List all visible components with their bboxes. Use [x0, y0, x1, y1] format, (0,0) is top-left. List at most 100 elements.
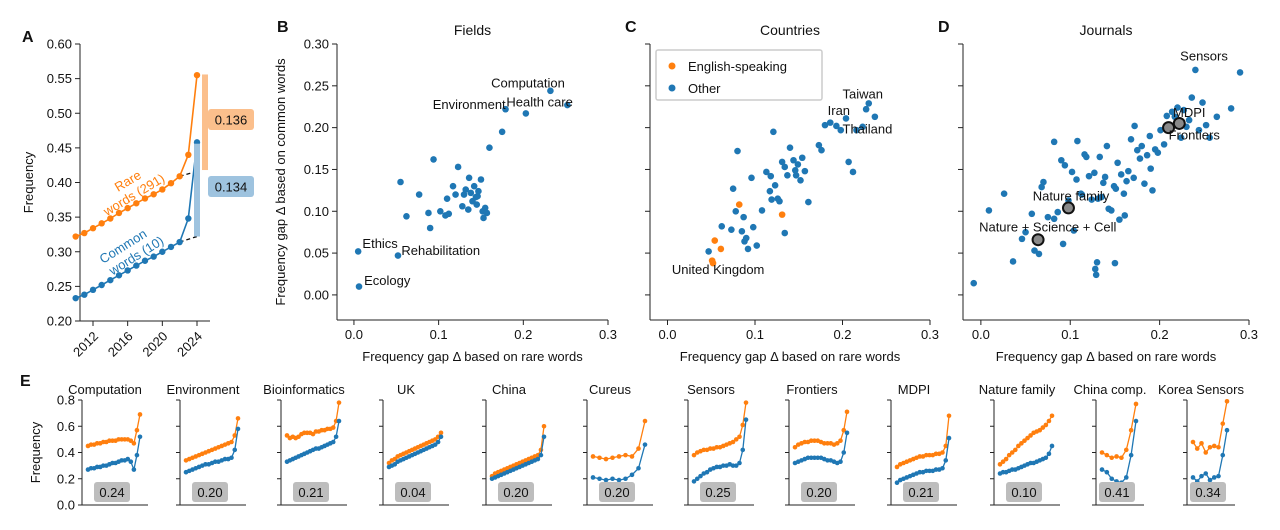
panel-e-point-rare	[691, 452, 697, 458]
panel-d-point	[1074, 137, 1081, 145]
panel-a-xtick-label: 2016	[105, 329, 136, 360]
panel-e-point-rare	[616, 454, 622, 459]
panel-c-point-other	[865, 100, 873, 107]
panel-d-point	[1168, 108, 1176, 116]
panel-c-point-english	[711, 237, 719, 244]
panel-e-gap-label-9: 0.10	[1011, 485, 1036, 500]
panel-e-point-rare	[1006, 452, 1012, 458]
panel-e-gap-bg-11	[1190, 482, 1226, 502]
panel-e-point-common	[743, 417, 749, 422]
panel-d-point	[1050, 215, 1058, 223]
panel-e-point-rare	[743, 400, 749, 405]
panel-e-point-common	[1099, 467, 1105, 472]
panel-e-point-common	[535, 456, 541, 462]
panel-e-point-rare	[701, 447, 707, 453]
panel-d-point	[1127, 136, 1135, 143]
panel-e-point-common	[1190, 475, 1196, 480]
panel-b-point	[354, 248, 362, 255]
panel-d-annotation: Nature family	[1033, 188, 1110, 203]
panel-d-point	[1180, 106, 1188, 114]
panel-d-point	[1114, 159, 1121, 167]
panel-e-point-rare	[730, 439, 736, 445]
panel-b-point	[474, 192, 481, 200]
panel-c-point-other	[842, 115, 850, 122]
panel-d-point	[1160, 141, 1168, 148]
panel-e-point-common	[333, 434, 339, 440]
panel-e-point-rare	[1133, 401, 1139, 407]
panel-b-point	[475, 187, 482, 195]
panel-e-point-rare	[927, 452, 932, 458]
panel-d-point	[1236, 69, 1244, 76]
panel-a-point	[159, 248, 166, 255]
panel-e-point-rare	[821, 441, 827, 446]
panel-b-annotation: Ethics	[362, 236, 398, 251]
panel-e-point-rare	[131, 441, 137, 446]
panel-d-point	[1061, 161, 1069, 169]
panel-e-point-rare	[1104, 452, 1110, 458]
panel-b-point	[394, 252, 402, 259]
panel-b-annotation: Environment	[433, 97, 506, 112]
panel-e-point-common	[1049, 443, 1055, 449]
panel-e-title-5: Cureus	[589, 382, 631, 397]
panel-d-highlight-point	[1061, 201, 1075, 215]
panel-a-point	[124, 267, 131, 274]
panel-d-xlabel: Frequency gap Δ based on rare words	[996, 349, 1217, 364]
panel-d-annotation: Sensors	[1180, 49, 1228, 64]
panel-c-point-other	[742, 234, 750, 242]
panel-e-point-common	[825, 458, 830, 463]
panel-e-point-rare	[636, 446, 641, 451]
panel-d-point	[970, 279, 978, 287]
panel-e-point-common	[1128, 452, 1134, 458]
panel-e-gap-label-10: 0.41	[1104, 485, 1129, 500]
panel-e-point-rare	[1046, 418, 1052, 424]
panel-e-point-rare	[812, 438, 817, 443]
panel-b-point	[481, 204, 489, 212]
panel-b-point	[462, 186, 470, 193]
panel-e-point-rare	[603, 456, 609, 462]
panel-e-title-3: UK	[397, 382, 415, 397]
panel-b-point	[430, 156, 437, 163]
panel-d-point	[1131, 122, 1138, 130]
panel-e-point-common	[1211, 475, 1217, 480]
panel-c-point-other	[821, 121, 829, 129]
panel-c-point-other	[705, 248, 712, 255]
panel-c-point-other	[729, 185, 737, 192]
panel-e-point-rare	[1025, 435, 1030, 441]
panel-b-xtick-label: 0.3	[599, 327, 617, 342]
panel-e-point-rare	[825, 441, 830, 446]
panel-c-point-other	[776, 197, 783, 205]
panel-c-point-other	[732, 207, 740, 215]
panel-b-point	[443, 195, 451, 203]
panel-d-point	[1154, 149, 1162, 157]
panel-e-point-common	[636, 465, 641, 471]
panel-b-point	[425, 209, 432, 217]
panel-d-point	[1000, 190, 1008, 198]
panel-e-title-7: Frontiers	[786, 382, 838, 397]
panel-d-title: Journals	[1080, 22, 1133, 38]
panel-e-point-rare	[229, 439, 234, 445]
panel-b-xtick-label: 0.0	[345, 327, 363, 342]
panel-d-point	[985, 207, 993, 214]
panel-e-gap-bg-6	[700, 482, 736, 502]
panel-a-point	[150, 191, 157, 198]
panel-e-point-rare	[923, 452, 929, 458]
panel-d-highlight-point	[1162, 121, 1176, 135]
panel-e-point-rare	[894, 464, 900, 470]
panel-e-point-rare	[629, 454, 635, 459]
panel-e-point-common	[222, 456, 228, 462]
panel-d-point	[1108, 207, 1115, 214]
panel-e-gap-label-11: 0.34	[1195, 485, 1220, 500]
panel-b-xtick-label: 0.1	[430, 327, 448, 342]
panel-c-point-other	[738, 228, 746, 235]
panel-c-point-other	[790, 156, 797, 164]
panel-b-xtick-label: 0.2	[514, 327, 532, 342]
panel-b-ytick-label: 0.20	[304, 120, 329, 135]
panel-a-point	[72, 294, 79, 302]
panel-e-title-8: MDPI	[898, 382, 931, 397]
panel-e-point-common	[844, 430, 850, 436]
panel-d-point	[1070, 227, 1078, 234]
panel-a-point	[133, 262, 140, 269]
panel-e-point-rare	[1123, 447, 1129, 453]
panel-e-point-common	[642, 442, 648, 447]
